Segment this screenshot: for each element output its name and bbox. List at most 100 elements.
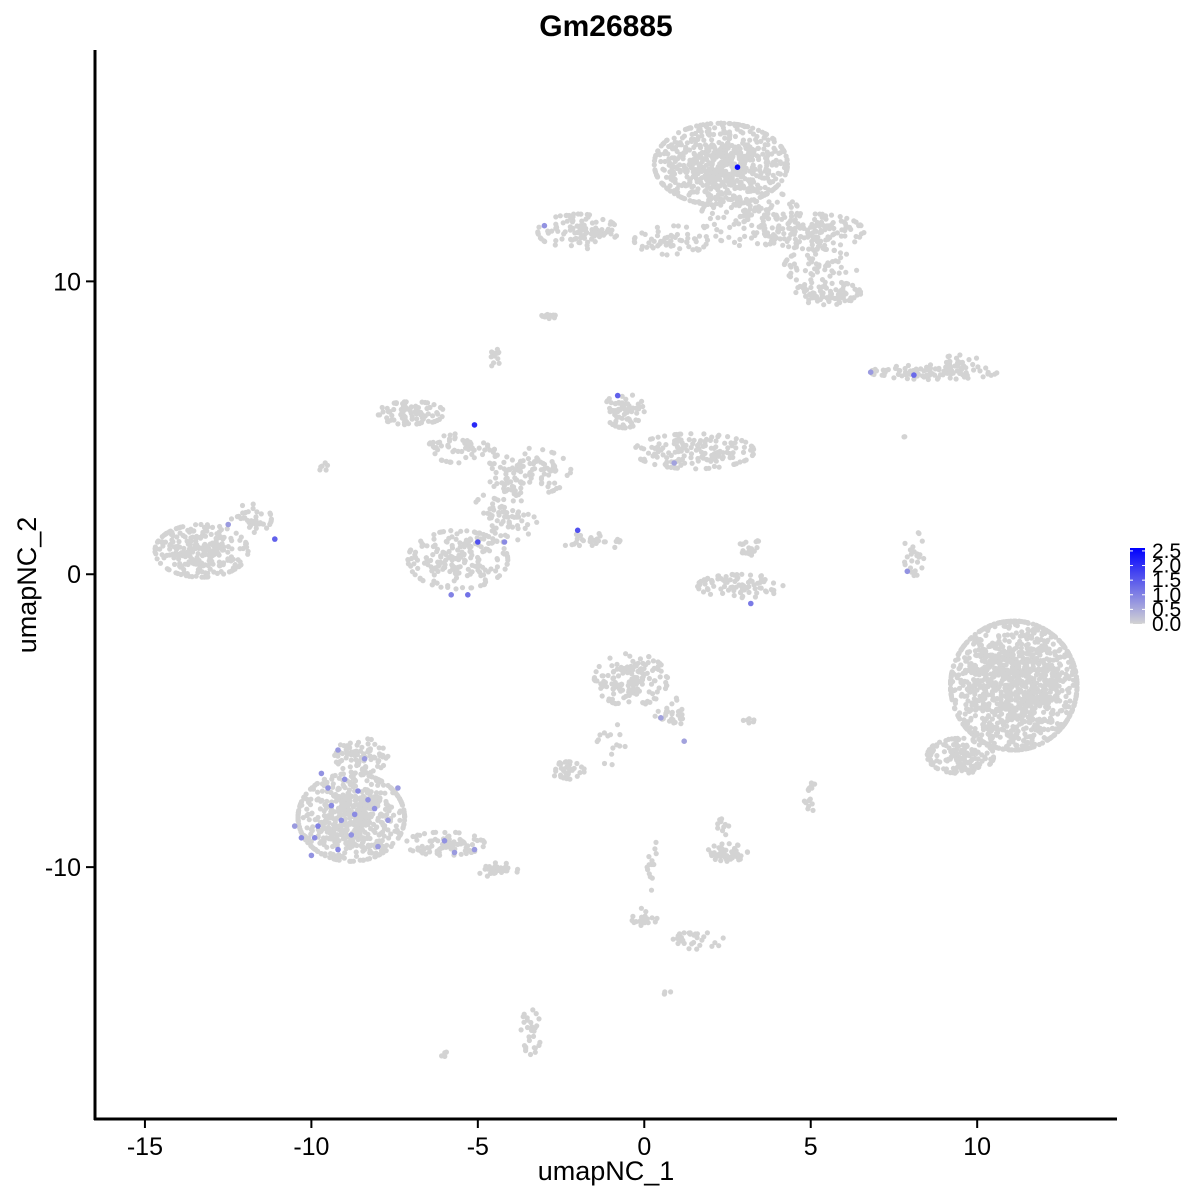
cell-point xyxy=(759,191,765,197)
cell-point xyxy=(325,824,332,831)
cell-point xyxy=(793,265,799,271)
cell-point xyxy=(674,697,680,703)
cell-point xyxy=(1001,656,1008,663)
cell-point xyxy=(753,137,759,143)
cell-point xyxy=(193,522,199,528)
cell-point xyxy=(1050,711,1056,717)
cell-point xyxy=(994,701,1000,707)
cell-point xyxy=(796,239,803,245)
cell-point xyxy=(990,674,996,680)
cell-point xyxy=(1029,682,1035,688)
cell-point xyxy=(854,267,860,273)
cell-point xyxy=(354,842,360,849)
cell-point xyxy=(564,472,570,478)
cell-point xyxy=(822,242,828,248)
cell-point xyxy=(1041,669,1047,675)
cell-point xyxy=(671,441,677,447)
cell-point xyxy=(482,567,488,573)
cell-point xyxy=(610,669,617,675)
cell-point xyxy=(334,832,340,838)
cell-point xyxy=(725,434,731,440)
cell-point xyxy=(669,146,676,152)
cell-point xyxy=(816,242,823,248)
cell-point xyxy=(694,189,700,195)
cell-point xyxy=(218,527,224,533)
cell-point xyxy=(749,452,756,459)
cell-point xyxy=(904,376,911,382)
cell-point xyxy=(844,215,850,221)
cell-point xyxy=(175,525,181,531)
cell-point xyxy=(501,496,507,503)
cell-point xyxy=(623,408,629,414)
cell-point xyxy=(155,538,161,544)
cell-point xyxy=(638,666,644,672)
cell-point xyxy=(1063,671,1069,677)
cell-point xyxy=(315,848,321,855)
cell-point xyxy=(195,569,201,576)
cell-point xyxy=(953,657,959,663)
cell-point xyxy=(976,629,982,635)
cell-point xyxy=(1006,657,1012,663)
cell-point xyxy=(409,413,415,419)
cell-point xyxy=(342,785,348,791)
cell-point xyxy=(333,794,339,800)
cell-point xyxy=(560,775,567,781)
cell-point xyxy=(1041,626,1047,632)
cell-point xyxy=(552,242,558,248)
cell-point xyxy=(948,686,954,692)
cell-point xyxy=(726,120,732,127)
cell-point xyxy=(711,204,717,211)
cell-point xyxy=(651,238,657,244)
cell-point xyxy=(823,285,830,291)
cell-point xyxy=(737,541,743,547)
cell-point xyxy=(553,766,559,772)
cell-point xyxy=(599,693,605,699)
cell-point xyxy=(978,642,985,648)
cell-point xyxy=(817,230,823,236)
cell-point xyxy=(319,781,325,787)
cell-point xyxy=(669,701,675,707)
cell-point xyxy=(915,371,921,377)
cell-point xyxy=(739,571,745,577)
cell-point xyxy=(677,716,684,722)
cell-point xyxy=(347,858,353,864)
cell-point xyxy=(725,140,731,146)
cell-point xyxy=(1011,619,1017,625)
cell-point xyxy=(1059,688,1065,694)
cell-point xyxy=(994,720,1001,726)
cell-point xyxy=(501,546,507,552)
cell-point xyxy=(733,461,740,467)
cell-point xyxy=(840,294,846,300)
cell-point xyxy=(445,583,451,589)
cell-point xyxy=(972,631,978,638)
cell-point xyxy=(465,566,471,572)
cell-point xyxy=(773,176,779,182)
cell-point xyxy=(505,557,511,563)
cell-point xyxy=(741,219,747,225)
cell-point xyxy=(375,759,381,765)
cell-point xyxy=(167,552,173,558)
cell-point xyxy=(696,199,702,205)
cell-point xyxy=(958,693,964,699)
cell-point xyxy=(379,812,385,818)
cell-point xyxy=(1028,668,1034,674)
cell-point xyxy=(677,167,684,173)
cell-point xyxy=(352,797,358,804)
cell-point xyxy=(631,686,637,693)
cell-point xyxy=(510,498,516,504)
cell-point xyxy=(447,459,453,465)
cell-point xyxy=(181,570,187,576)
cell-point xyxy=(843,280,850,287)
cell-point xyxy=(1040,657,1047,664)
cell-point xyxy=(733,202,739,208)
cell-point xyxy=(979,715,986,721)
cell-point xyxy=(509,524,516,530)
cell-point xyxy=(480,492,486,498)
cell-point xyxy=(1036,716,1042,722)
cell-point xyxy=(664,185,670,191)
cell-point xyxy=(698,438,704,444)
cell-point xyxy=(728,155,734,162)
cell-point xyxy=(957,710,963,716)
cell-point xyxy=(764,155,770,161)
cell-point xyxy=(465,440,471,446)
